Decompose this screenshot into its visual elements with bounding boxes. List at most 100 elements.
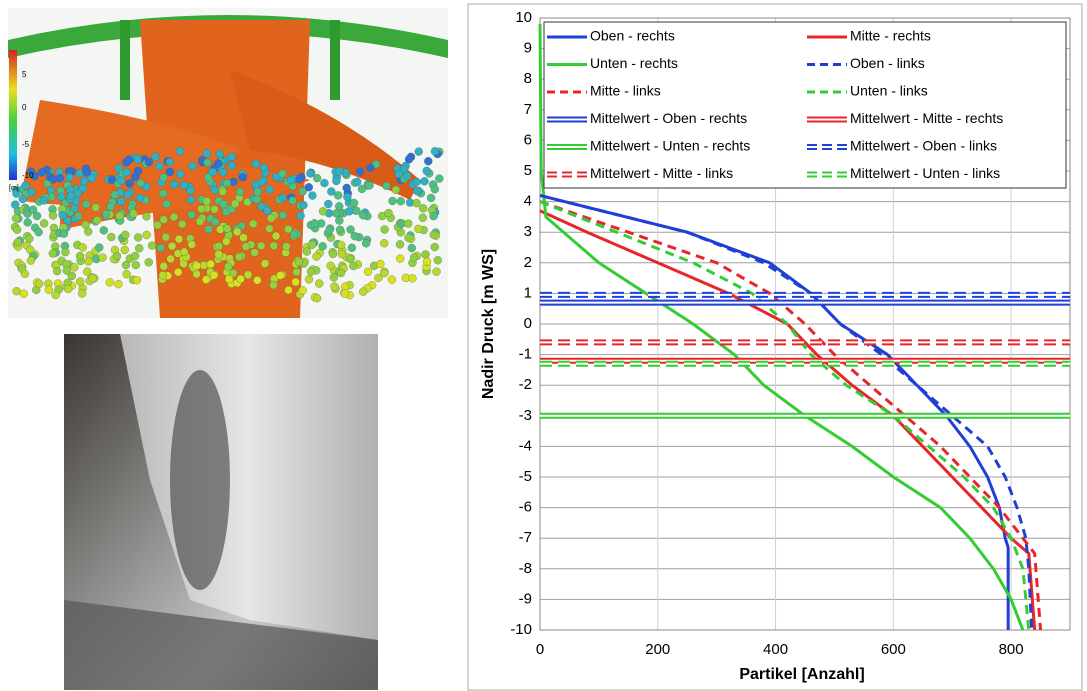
photo-erosion [170, 370, 230, 590]
particle [112, 251, 122, 261]
particle [136, 178, 145, 188]
images: 5 0 -5 -10 [m] [8, 8, 448, 690]
particle [396, 254, 405, 263]
particle [174, 234, 184, 244]
y-tick-label: 6 [524, 131, 532, 148]
legend-label: Mittelwert - Unten - links [850, 165, 1000, 181]
particle [215, 149, 225, 159]
particle [81, 220, 90, 229]
legend-label: Mittelwert - Unten - rechts [590, 138, 750, 154]
particle [236, 274, 245, 284]
particle [408, 274, 417, 283]
particle [227, 161, 237, 170]
particle [304, 183, 313, 192]
legend-label: Unten - rechts [590, 55, 678, 71]
particle [159, 189, 168, 198]
particle [37, 168, 46, 177]
particle [251, 159, 260, 168]
particle [218, 168, 228, 177]
particle [70, 204, 79, 213]
particle [162, 199, 171, 209]
series-line [539, 200, 1031, 631]
particle [214, 159, 223, 168]
particle [286, 175, 295, 185]
particle [224, 274, 234, 284]
particle [380, 225, 389, 234]
particle [257, 177, 267, 187]
particle [151, 152, 160, 161]
particle [387, 275, 397, 284]
particle [91, 203, 100, 212]
particle [57, 192, 66, 201]
particle [404, 155, 414, 164]
x-tick-label: 400 [763, 641, 788, 658]
particle [188, 161, 197, 171]
y-tick-label: 5 [524, 162, 532, 179]
particle [400, 164, 409, 174]
particle [326, 261, 335, 270]
particle [355, 167, 365, 176]
particle [166, 254, 175, 264]
particle [167, 241, 177, 251]
y-tick-label: 2 [524, 254, 532, 271]
particle [116, 197, 126, 206]
particle [336, 268, 346, 278]
particle [23, 218, 32, 227]
particle [347, 243, 357, 252]
particle [224, 262, 233, 271]
particle [345, 207, 354, 216]
particle [380, 239, 389, 248]
particle [73, 189, 83, 198]
legend-label: Mittelwert - Oben - links [850, 138, 997, 154]
particle [308, 240, 317, 249]
colorbar-label: -5 [22, 140, 30, 149]
particle [155, 161, 164, 171]
particle [107, 175, 117, 184]
particle [122, 270, 131, 279]
particle [26, 256, 36, 265]
particle [133, 155, 142, 164]
particle [388, 196, 397, 206]
particle [404, 219, 413, 228]
y-tick-label: -10 [510, 621, 532, 638]
particle [312, 252, 321, 261]
particle [142, 212, 151, 221]
particle [421, 250, 430, 259]
particle [396, 219, 406, 229]
particle [365, 181, 374, 190]
y-tick-label: 10 [515, 9, 532, 26]
particle [49, 175, 58, 184]
particle [340, 289, 350, 298]
particle [61, 247, 70, 257]
particle [153, 221, 162, 230]
particle [206, 259, 215, 269]
legend-label: Mitte - rechts [850, 28, 931, 44]
particle [81, 200, 91, 209]
particle [210, 205, 219, 214]
particle [11, 200, 20, 209]
particle [66, 191, 76, 200]
particle [223, 224, 232, 233]
particle [27, 188, 36, 197]
particle [159, 262, 168, 271]
particle [209, 271, 219, 280]
particle [34, 228, 43, 237]
particle [35, 279, 44, 288]
particle [418, 213, 427, 222]
y-tick-label: 3 [524, 223, 532, 240]
particle [231, 199, 240, 208]
particle [328, 249, 338, 259]
particle [430, 147, 440, 156]
particle [359, 287, 368, 296]
particle [276, 271, 285, 280]
particle [82, 168, 91, 177]
particle [363, 267, 373, 276]
particle [349, 261, 358, 271]
particle [132, 276, 142, 285]
particle [115, 211, 124, 221]
particle [187, 210, 196, 219]
particle [131, 260, 140, 270]
particle [169, 212, 179, 222]
particle [346, 225, 355, 234]
particle [241, 242, 251, 251]
